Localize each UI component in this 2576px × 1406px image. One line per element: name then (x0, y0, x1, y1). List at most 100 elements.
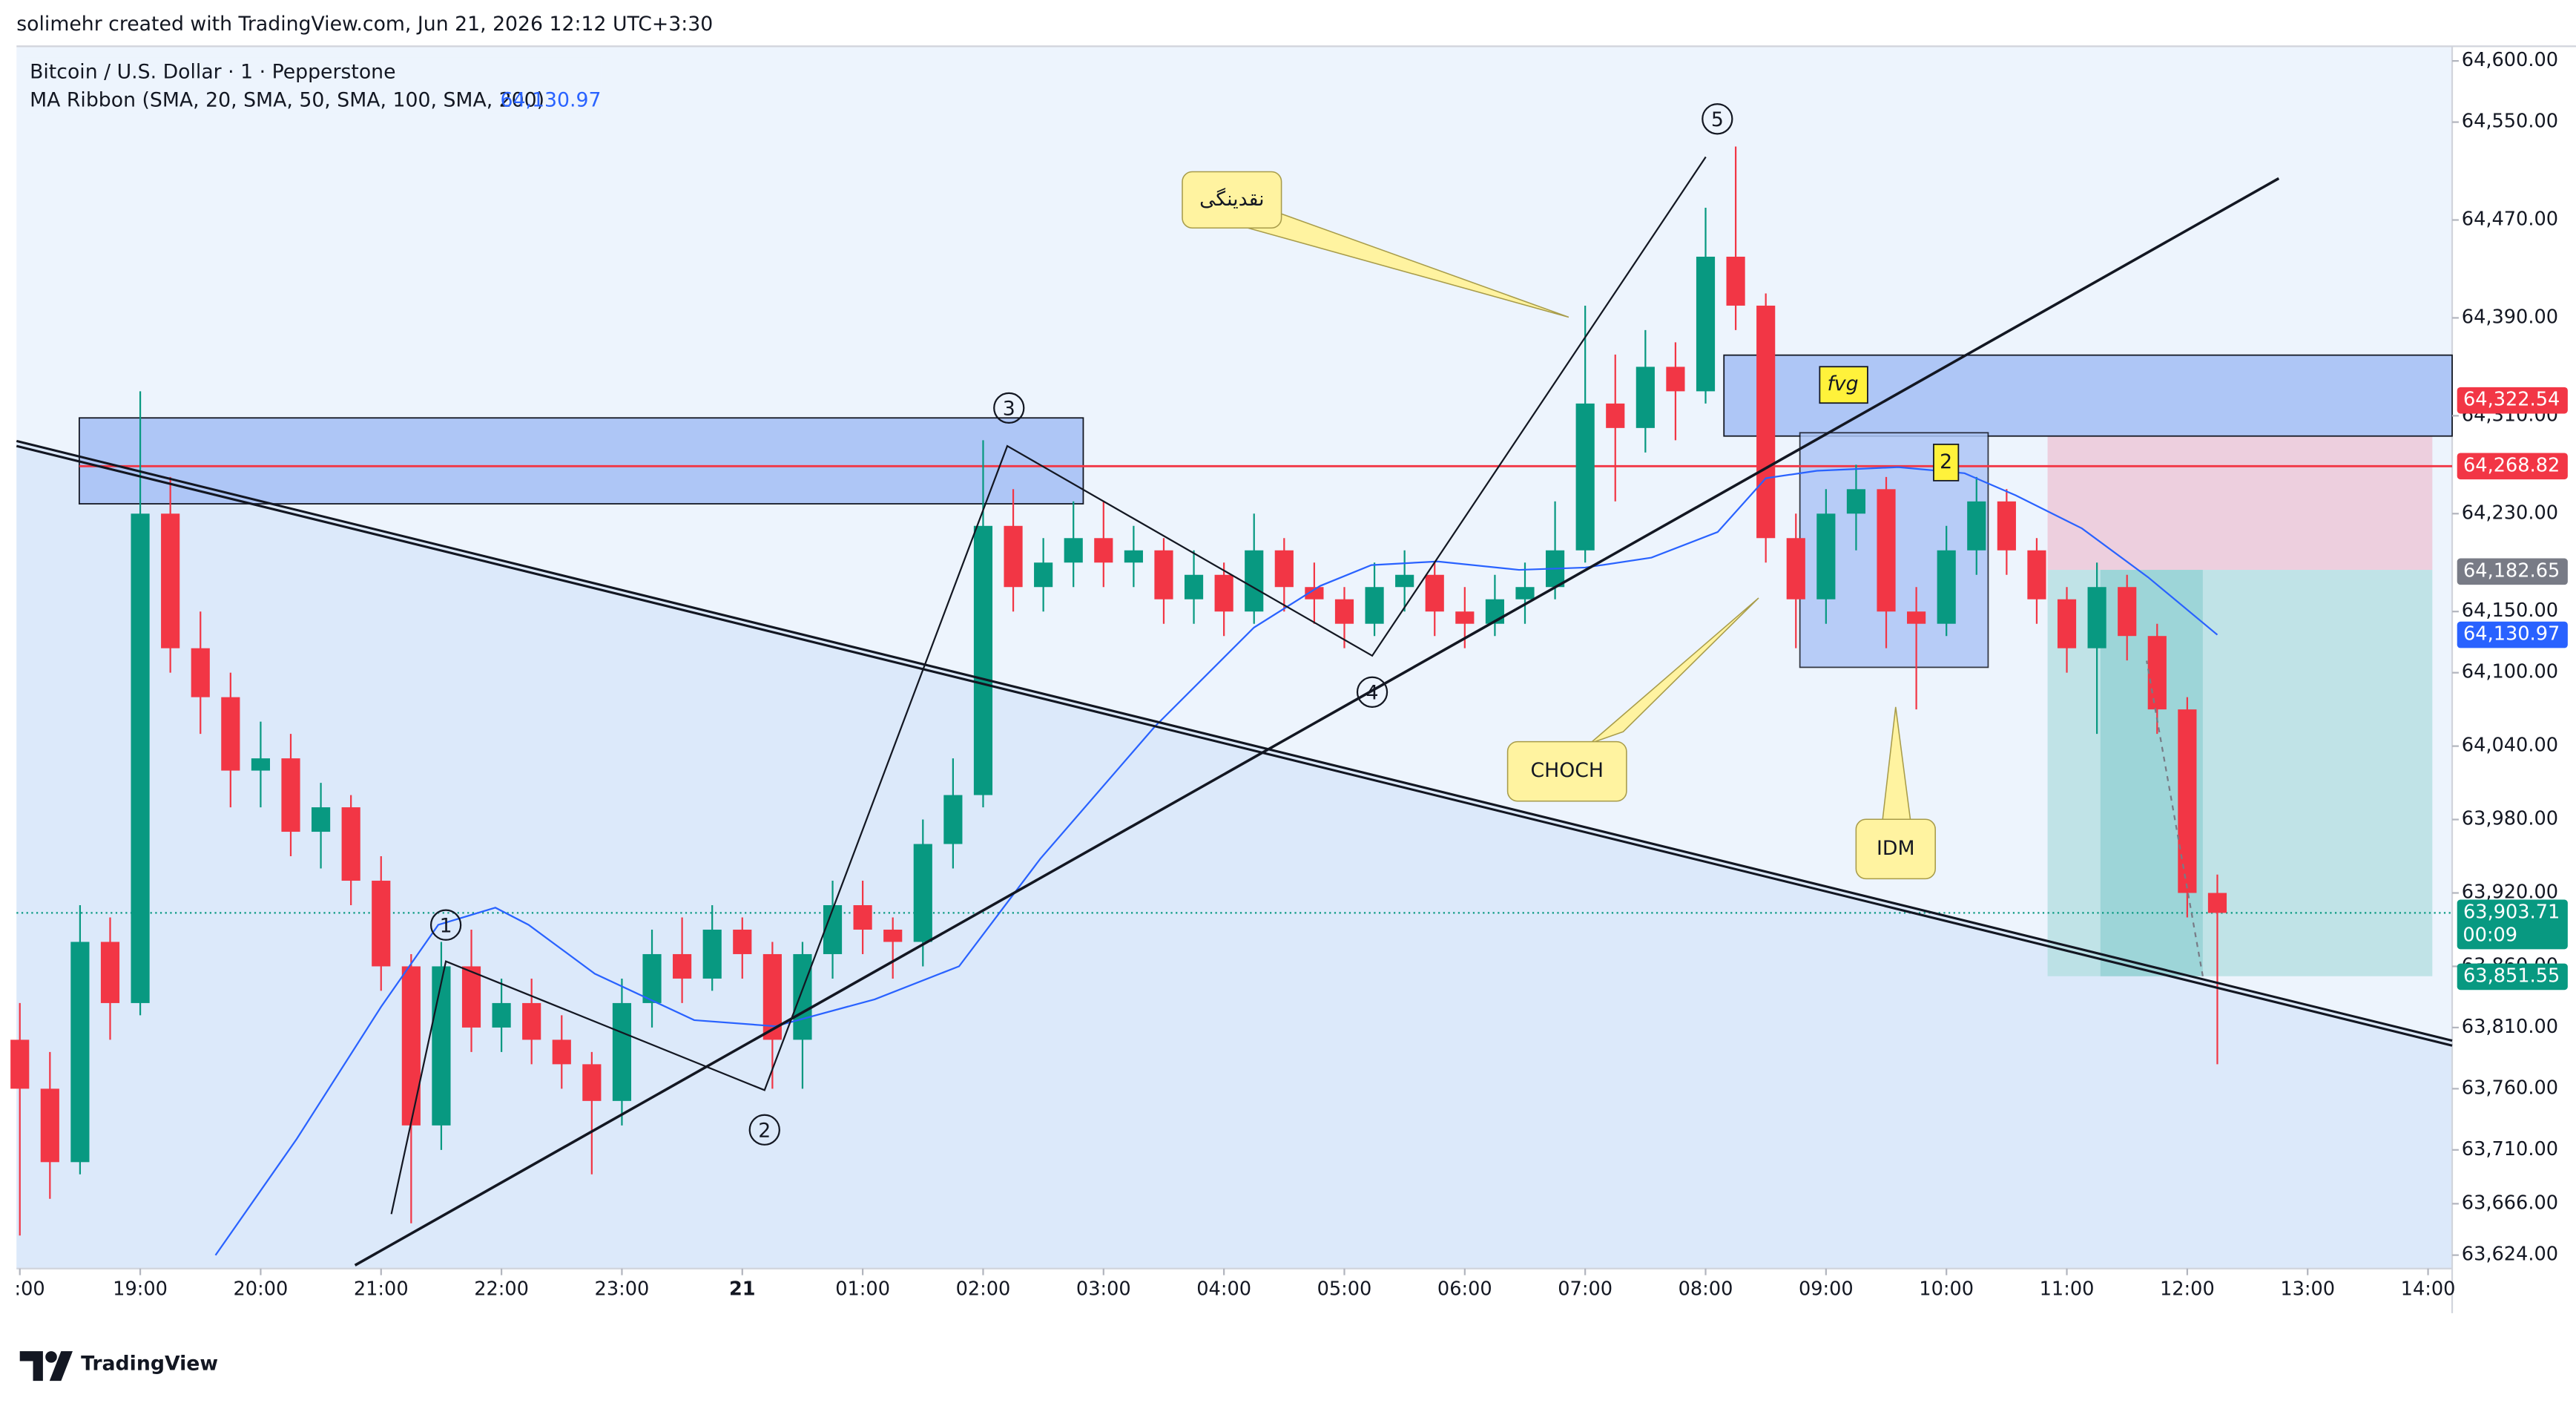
x-tick-label: 20:00 (234, 1278, 289, 1301)
y-tick-label: 64,390.00 (2462, 306, 2558, 328)
candle-body (312, 807, 331, 832)
candle-body (2207, 893, 2227, 913)
x-tick-label: 23:00 (595, 1278, 650, 1301)
projection (2146, 660, 2204, 976)
candle-body (100, 942, 120, 1003)
price-tag-label: 63,903.71 (2463, 901, 2560, 923)
callout (1182, 171, 1282, 229)
candle-body (733, 929, 752, 954)
callout-tail (1590, 597, 1759, 744)
y-tick-label: 63,624.00 (2462, 1244, 2558, 1266)
candle-body (793, 953, 812, 1040)
candle-body (1455, 611, 1475, 624)
x-tick-label: 01:00 (835, 1278, 890, 1301)
candle-body (582, 1064, 602, 1101)
price-tag (2457, 899, 2568, 950)
x-tick-label: 06:00 (1437, 1278, 1492, 1301)
y-tick-label: 63,920.00 (2462, 881, 2558, 904)
box-label: 2 (1940, 450, 1952, 473)
candle-body (913, 844, 932, 942)
x-tick-label: 08:00 (1679, 1278, 1733, 1301)
candle-body (1485, 599, 1504, 624)
candle-body (1846, 489, 1866, 514)
candle-body (2118, 587, 2137, 637)
y-tick-label: 64,550.00 (2462, 111, 2558, 133)
candle-body (40, 1088, 59, 1163)
candle-body (1365, 587, 1384, 624)
indicator: MA Ribbon (SMA, 20, SMA, 50, SMA, 100, S… (30, 88, 544, 111)
candle-body (1305, 587, 1324, 599)
candle-body (1274, 550, 1294, 588)
wave-label-text: 2 (758, 1119, 771, 1142)
candle-body (702, 929, 722, 979)
candle-body (522, 1002, 541, 1040)
price-tag (2457, 558, 2568, 585)
logo-text: TradingView (81, 1352, 218, 1375)
x-tick-label: 07:00 (1558, 1278, 1613, 1301)
price-tag-label: 64,268.82 (2463, 454, 2560, 476)
callout-text: CHOCH (1531, 759, 1604, 782)
countdown: 00:09 (2463, 924, 2517, 947)
x-tick-label: 05:00 (1317, 1278, 1372, 1301)
wave-label-text: 4 (1366, 682, 1379, 705)
candle-body (823, 904, 843, 954)
candle-body (492, 1002, 511, 1028)
candle-body (1666, 367, 1685, 392)
candle-body (1064, 538, 1083, 563)
wave-label: 5 (1702, 103, 1733, 135)
candle-body (1635, 367, 1655, 428)
candle-body (1184, 574, 1204, 599)
y-tick-label: 64,100.00 (2462, 661, 2558, 683)
candle-body (1907, 611, 1926, 624)
wave-label: 1 (429, 909, 462, 941)
y-tick-label: 63,810.00 (2462, 1016, 2558, 1038)
candle-body (461, 966, 481, 1028)
logo-icon (49, 1351, 73, 1382)
wave-label: 3 (993, 392, 1025, 424)
candle-body (341, 807, 360, 881)
candle-body (853, 904, 872, 930)
legend-bg (23, 57, 602, 114)
callout-text: نقدینگی (1199, 188, 1264, 211)
candle-body (943, 795, 963, 844)
candle-body (432, 966, 451, 1126)
candle-body (2147, 636, 2167, 710)
supply-box (78, 417, 1084, 505)
candle-body (1245, 550, 1264, 612)
candle-body (1034, 562, 1053, 588)
candle-body (1756, 305, 1776, 539)
wave-path (390, 156, 1707, 1215)
candle-body (251, 758, 271, 771)
x-tick-label: 21 (729, 1278, 756, 1301)
wave-label: 2 (748, 1114, 780, 1146)
candle-body (1696, 256, 1716, 392)
y-tick-label: 64,470.00 (2462, 208, 2558, 231)
price-tag (2457, 453, 2568, 480)
x-tick-label: 19:00 (113, 1278, 168, 1301)
candle-body (221, 697, 240, 771)
y-tick-label: 64,230.00 (2462, 502, 2558, 524)
symbol: Bitcoin / U.S. Dollar · 1 · Pepperstone (30, 60, 395, 83)
y-tick-label: 63,760.00 (2462, 1077, 2558, 1099)
candle-body (1334, 599, 1354, 624)
price-tag (2457, 963, 2568, 991)
candle-body (70, 942, 90, 1163)
candle-body (2057, 599, 2077, 648)
candle-body (1004, 525, 1023, 588)
x-tick-label: 11:00 (2040, 1278, 2095, 1301)
candle-body (1997, 501, 2016, 551)
candle-body (1726, 256, 1745, 306)
x-tick-label: :00 (14, 1278, 45, 1301)
logo: TradingView (19, 1351, 218, 1382)
candle-body (2178, 709, 2197, 893)
fvg-label: fvg (1827, 372, 1858, 395)
price-tag-label: 63,851.55 (2463, 965, 2560, 987)
candle-body (1786, 538, 1805, 599)
candle-body (973, 525, 993, 795)
header: solimehr created with TradingView.com, J… (16, 13, 713, 36)
y-tick-label: 64,600.00 (2462, 49, 2558, 71)
callout (1855, 818, 1936, 880)
indicator-value: 64,130.97 (501, 88, 602, 111)
